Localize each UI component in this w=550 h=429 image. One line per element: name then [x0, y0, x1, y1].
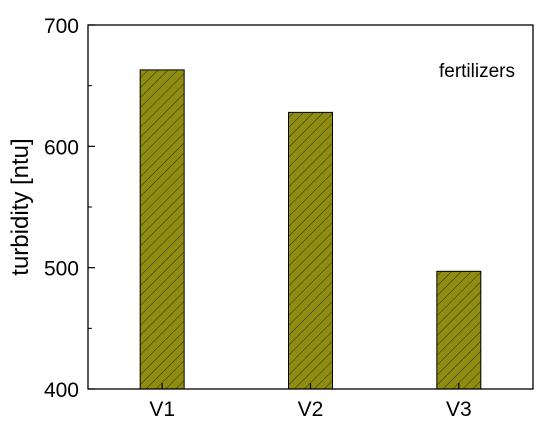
x-tick-label: V2 — [298, 398, 324, 421]
y-tick-label: 400 — [44, 379, 79, 402]
x-tick-label: V3 — [446, 398, 472, 421]
bar-v3 — [436, 270, 482, 390]
y-tick-label: 600 — [44, 136, 79, 159]
annotation-label: fertilizers — [439, 61, 515, 82]
y-tick-label: 700 — [44, 15, 79, 38]
y-axis-title: turbidity [ntu] — [7, 138, 34, 275]
x-tick-label: V1 — [149, 398, 175, 421]
bar-v2 — [288, 111, 333, 390]
bar-v1 — [139, 69, 185, 390]
y-tick-label: 500 — [44, 258, 79, 281]
